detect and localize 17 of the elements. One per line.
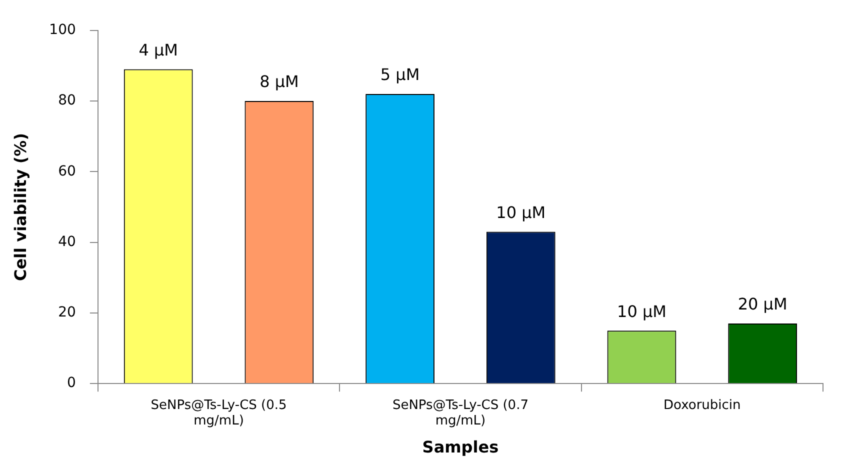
- annotation: 4 μM: [138, 40, 178, 60]
- y-tick-label: 20: [58, 304, 76, 321]
- annotation: 5 μM: [380, 65, 420, 84]
- y-axis-title: Cell viability (%): [10, 132, 30, 282]
- x-tick-label: Doxorubicin: [664, 398, 741, 413]
- annotation: 20 μM: [738, 294, 788, 314]
- annotation: 10 μM: [617, 302, 666, 321]
- annotation: 8 μM: [260, 72, 299, 92]
- x-tick-label: SeNPs@Ts-Ly-CS (0.7 mg/mL): [392, 398, 528, 428]
- y-tick-label: 0: [67, 375, 76, 392]
- y-tick-label: 60: [58, 163, 76, 180]
- y-tick-label: 100: [49, 22, 76, 38]
- y-tick-label: 40: [58, 234, 76, 250]
- y-tick-label: 80: [58, 92, 76, 109]
- x-axis-title: Samples: [422, 438, 499, 457]
- x-tick-label: SeNPs@Ts-Ly-CS (0.5 mg/mL): [150, 398, 287, 428]
- annotation: 10 μM: [496, 202, 546, 222]
